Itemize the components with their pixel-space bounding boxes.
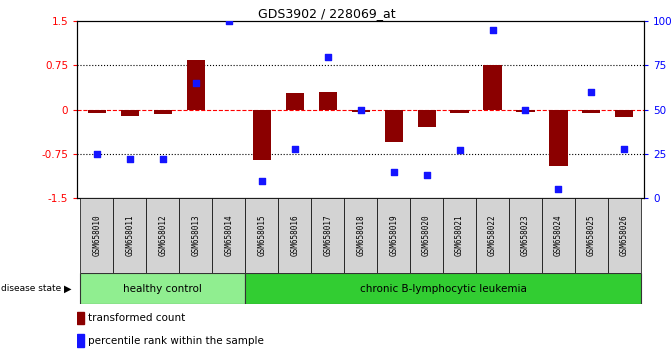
Point	[125, 156, 136, 162]
Bar	[550, 110, 568, 166]
Text: GSM658010: GSM658010	[93, 215, 101, 256]
Text: GSM658022: GSM658022	[488, 215, 497, 256]
Text: GSM658019: GSM658019	[389, 215, 398, 256]
Bar	[443, 198, 476, 273]
Text: healthy control: healthy control	[123, 284, 203, 293]
Bar	[77, 312, 84, 324]
Bar	[319, 92, 337, 110]
Bar	[154, 110, 172, 114]
Bar	[476, 198, 509, 273]
Text: ▶: ▶	[64, 284, 71, 293]
Text: GSM658024: GSM658024	[554, 215, 563, 256]
Text: GSM658012: GSM658012	[158, 215, 167, 256]
Point	[487, 27, 498, 33]
Bar	[81, 273, 246, 304]
Text: chronic B-lymphocytic leukemia: chronic B-lymphocytic leukemia	[360, 284, 527, 293]
Point	[389, 169, 399, 175]
Text: transformed count: transformed count	[88, 313, 185, 323]
Bar	[517, 110, 535, 112]
Text: GSM658013: GSM658013	[191, 215, 201, 256]
Text: disease state: disease state	[1, 284, 61, 293]
Bar	[146, 198, 179, 273]
Bar	[417, 110, 435, 127]
Text: GSM658026: GSM658026	[620, 215, 629, 256]
Bar	[81, 198, 113, 273]
Bar	[582, 110, 601, 113]
Bar	[344, 198, 377, 273]
Point	[158, 156, 168, 162]
Bar	[212, 198, 246, 273]
Bar	[450, 110, 468, 113]
Bar	[377, 198, 410, 273]
Bar	[509, 198, 542, 273]
Text: GSM658023: GSM658023	[521, 215, 530, 256]
Point	[454, 148, 465, 153]
Bar	[121, 110, 139, 116]
Point	[289, 146, 300, 152]
Text: GSM658016: GSM658016	[291, 215, 299, 256]
Bar	[179, 198, 212, 273]
Bar	[615, 110, 633, 117]
Text: GSM658014: GSM658014	[224, 215, 234, 256]
Bar	[410, 198, 443, 273]
Bar	[246, 198, 278, 273]
Bar	[246, 273, 641, 304]
Point	[223, 18, 234, 24]
Text: GSM658011: GSM658011	[125, 215, 134, 256]
Bar	[542, 198, 575, 273]
Point	[356, 107, 366, 113]
Text: GSM658017: GSM658017	[323, 215, 332, 256]
Point	[421, 172, 432, 178]
Bar	[187, 59, 205, 110]
Text: GSM658025: GSM658025	[587, 215, 596, 256]
Bar	[278, 198, 311, 273]
Point	[586, 89, 597, 95]
Text: GSM658018: GSM658018	[356, 215, 365, 256]
Bar	[253, 110, 271, 160]
Point	[322, 54, 333, 59]
Point	[619, 146, 630, 152]
Bar	[575, 198, 608, 273]
Bar	[77, 334, 84, 347]
Point	[91, 151, 102, 157]
Point	[191, 80, 201, 86]
Point	[520, 107, 531, 113]
Text: GSM658015: GSM658015	[257, 215, 266, 256]
Bar	[352, 110, 370, 112]
Bar	[286, 93, 304, 110]
Point	[256, 178, 267, 183]
Text: percentile rank within the sample: percentile rank within the sample	[88, 336, 264, 346]
Bar	[311, 198, 344, 273]
Text: GSM658021: GSM658021	[455, 215, 464, 256]
Bar	[384, 110, 403, 142]
Bar	[113, 198, 146, 273]
Bar	[88, 110, 106, 113]
Bar	[484, 65, 502, 110]
Point	[553, 187, 564, 192]
Bar	[608, 198, 641, 273]
Text: GSM658020: GSM658020	[422, 215, 431, 256]
Title: GDS3902 / 228069_at: GDS3902 / 228069_at	[258, 7, 395, 20]
